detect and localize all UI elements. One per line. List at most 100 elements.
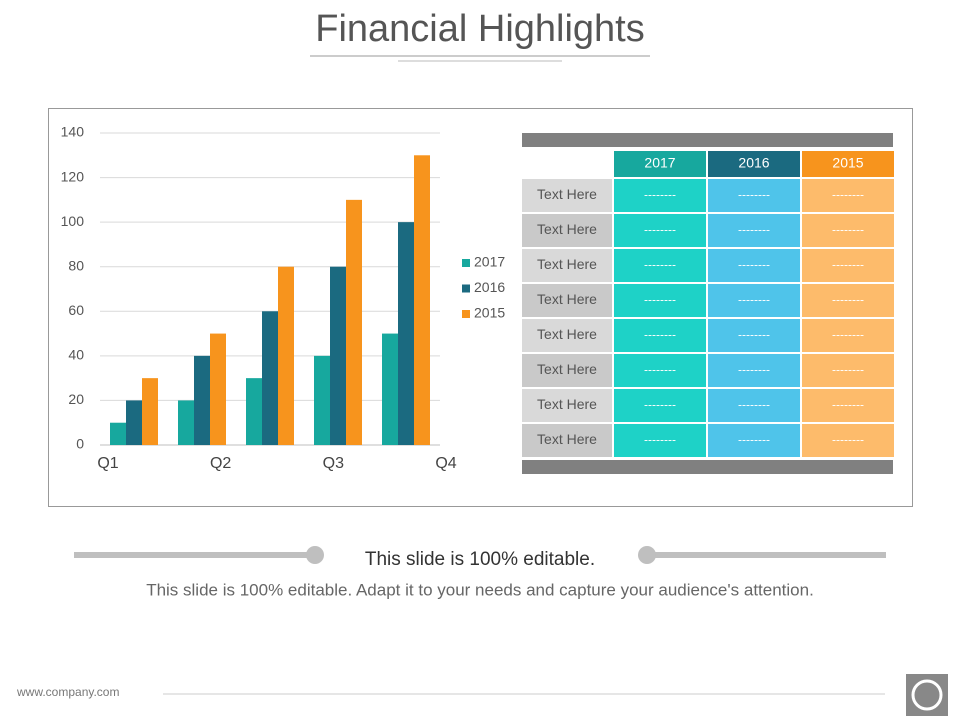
table-cell-text: -------- — [738, 223, 770, 237]
table-cell — [708, 249, 800, 282]
slider-knob — [638, 546, 656, 564]
table-cell-text: -------- — [644, 188, 676, 202]
table-cell — [802, 319, 894, 352]
table-cell-text: -------- — [738, 293, 770, 307]
description: This slide is 100% editable. Adapt it to… — [146, 580, 814, 599]
table-row-label-cell — [522, 179, 612, 212]
table-cell — [708, 424, 800, 457]
legend-swatch — [462, 284, 470, 293]
table-cell — [802, 354, 894, 387]
table-row-label-cell — [522, 249, 612, 282]
table-cell — [708, 214, 800, 247]
legend-label: 2017 — [474, 254, 505, 270]
bar — [210, 333, 226, 445]
bar — [126, 400, 142, 445]
table-cell-text: -------- — [644, 363, 676, 377]
table-cell — [708, 354, 800, 387]
bar — [346, 199, 362, 445]
bar — [246, 378, 262, 445]
table-cell-text: -------- — [738, 258, 770, 272]
bar — [314, 355, 330, 445]
table-cell-text: -------- — [832, 433, 864, 447]
table-header-label: 2016 — [738, 155, 769, 171]
x-tick-label: Q4 — [435, 455, 456, 472]
table-row-label: Text Here — [537, 326, 597, 342]
table-row-label-cell — [522, 214, 612, 247]
table-cell-text: -------- — [738, 328, 770, 342]
bar — [194, 355, 210, 445]
table-cell-text: -------- — [644, 433, 676, 447]
bar — [382, 333, 398, 445]
table-row-label-cell — [522, 424, 612, 457]
table-cell — [708, 179, 800, 212]
slide-title: Financial Highlights — [315, 8, 645, 50]
table-cell-text: -------- — [738, 188, 770, 202]
table-row-label: Text Here — [537, 431, 597, 447]
table-cell — [802, 249, 894, 282]
table-row-label: Text Here — [537, 361, 597, 377]
table-row-label: Text Here — [537, 291, 597, 307]
table-cell-text: -------- — [832, 363, 864, 377]
legend-swatch — [462, 310, 470, 318]
bar — [110, 422, 126, 445]
table-cell — [614, 354, 706, 387]
table-row-label-cell — [522, 389, 612, 422]
y-tick-label: 60 — [68, 302, 84, 318]
y-tick-label: 100 — [61, 213, 85, 229]
table-cell-text: -------- — [644, 223, 676, 237]
bar — [278, 266, 294, 445]
table-cell — [802, 214, 894, 247]
table-row-label: Text Here — [537, 256, 597, 272]
table-cell-text: -------- — [644, 328, 676, 342]
y-tick-label: 40 — [68, 347, 84, 363]
table-row-label: Text Here — [537, 186, 597, 202]
y-tick-label: 80 — [68, 257, 84, 273]
table-cell — [614, 424, 706, 457]
table-cell-text: -------- — [832, 328, 864, 342]
table-cell-text: -------- — [738, 363, 770, 377]
bar — [330, 266, 346, 445]
bar — [178, 400, 194, 445]
table-row-label-cell — [522, 284, 612, 317]
table-cell-text: -------- — [832, 188, 864, 202]
y-tick-label: 120 — [61, 168, 85, 184]
table-row-label-cell — [522, 354, 612, 387]
table-cell-text: -------- — [738, 433, 770, 447]
table-cell — [614, 249, 706, 282]
table-header-cell — [614, 151, 706, 177]
table-cell — [614, 389, 706, 422]
table-header-cell — [802, 151, 894, 177]
table-cell — [614, 319, 706, 352]
table-cell-text: -------- — [832, 258, 864, 272]
table-cell-text: -------- — [832, 223, 864, 237]
table-cell — [708, 389, 800, 422]
content-frame — [48, 108, 913, 507]
table-header-label: 2015 — [832, 155, 863, 171]
table-cell-text: -------- — [644, 258, 676, 272]
table-cell — [802, 389, 894, 422]
y-tick-label: 0 — [76, 436, 84, 452]
table-top-bar — [522, 133, 893, 147]
table-bottom-bar — [522, 460, 893, 474]
table-cell-text: -------- — [738, 398, 770, 412]
table-cell-text: -------- — [644, 293, 676, 307]
table-cell — [802, 284, 894, 317]
legend-label: 2015 — [474, 305, 505, 321]
table-cell-text: -------- — [832, 398, 864, 412]
subtitle: This slide is 100% editable. — [365, 549, 595, 570]
table-cell — [708, 319, 800, 352]
y-tick-label: 140 — [61, 124, 85, 140]
x-tick-label: Q1 — [97, 455, 118, 472]
slider-knob — [306, 546, 324, 564]
footer: www.company.com — [16, 685, 119, 699]
table-header-cell — [708, 151, 800, 177]
bar — [414, 155, 430, 446]
table-row-label: Text Here — [537, 396, 597, 412]
table-cell-text: -------- — [832, 293, 864, 307]
table-cell — [802, 179, 894, 212]
table-cell — [614, 284, 706, 317]
bar — [398, 222, 414, 445]
table-cell — [614, 179, 706, 212]
